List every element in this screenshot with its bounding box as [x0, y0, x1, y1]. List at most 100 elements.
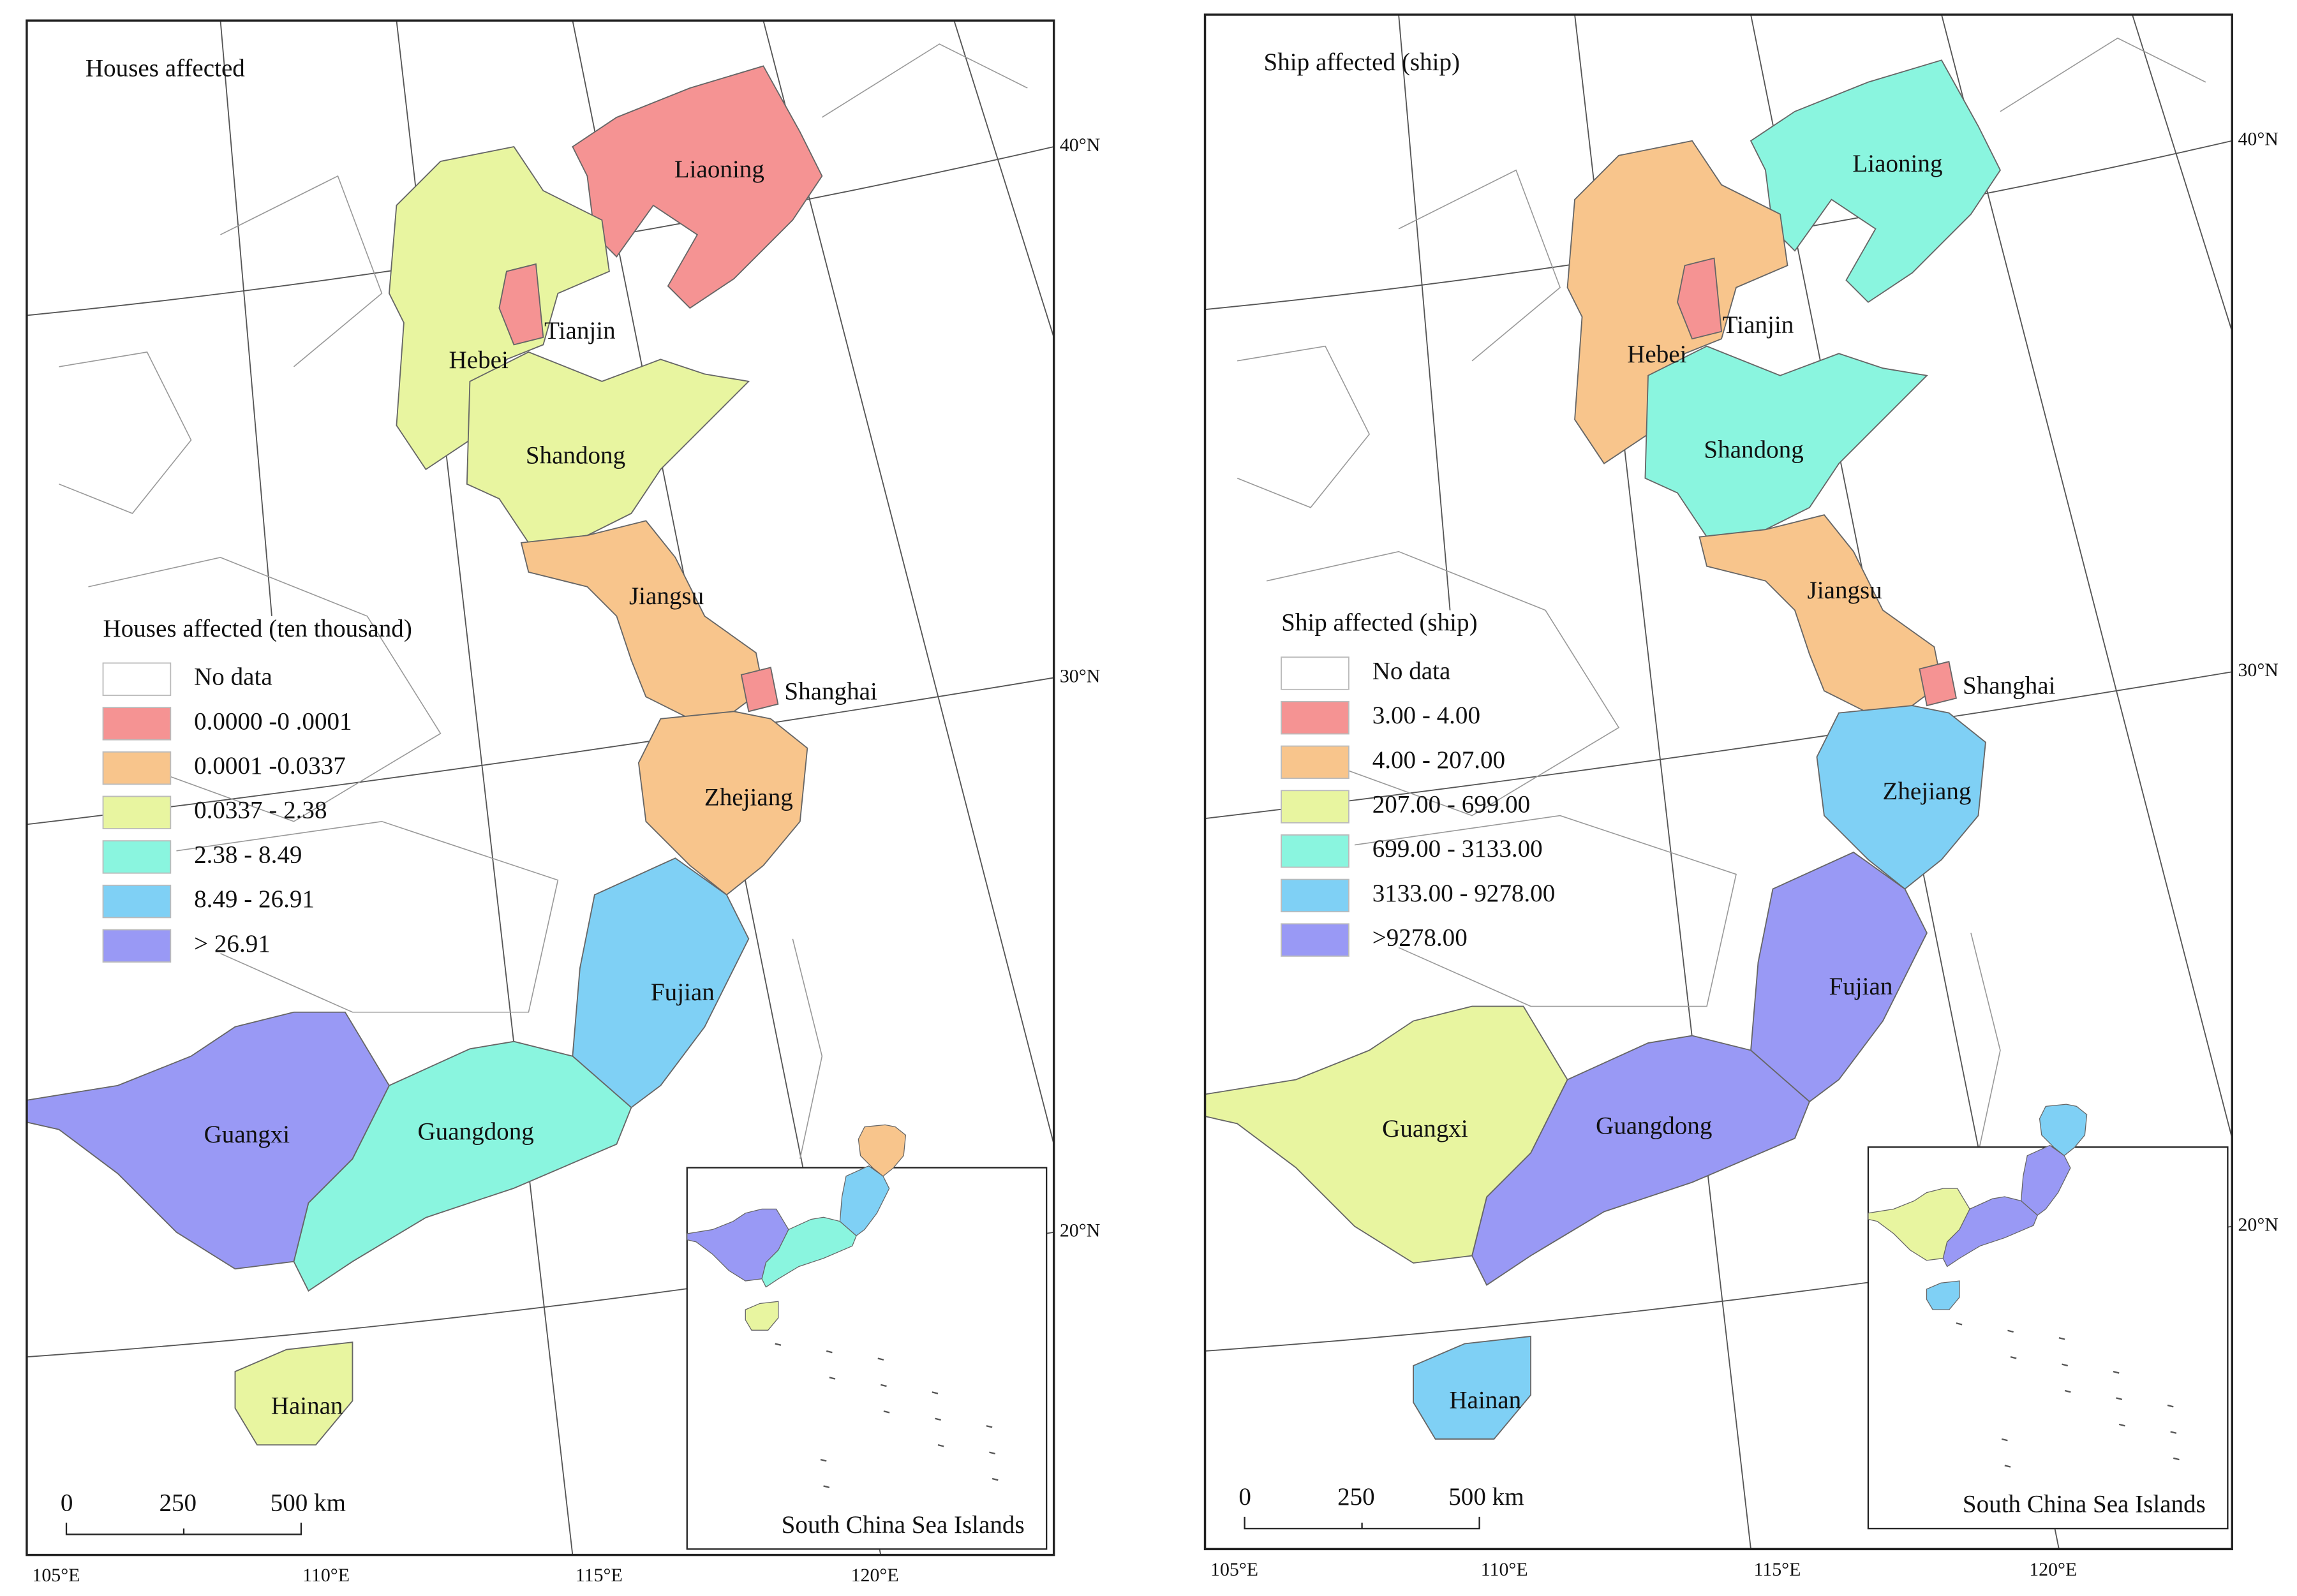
province-boundary: [1354, 815, 1737, 1007]
province: [1750, 852, 1928, 1103]
latitude-label: 40°N: [2238, 129, 2278, 150]
latitude-label: 20°N: [2238, 1214, 2278, 1235]
island-mark: [826, 1350, 833, 1354]
legend-swatch: [1281, 878, 1349, 913]
province-label: Shandong: [526, 441, 625, 469]
map-title: Houses affected: [85, 54, 245, 82]
legend-label: 0.0000 -0 .0001: [194, 707, 352, 735]
legend-swatch: [1281, 834, 1349, 868]
province-label: Jiangsu: [1808, 577, 1882, 604]
island-mark: [2007, 1329, 2014, 1333]
province-label: Guangxi: [204, 1121, 290, 1148]
meridian: [1941, 14, 2233, 1139]
province-boundary: [792, 938, 823, 1159]
island-mark: [2118, 1423, 2125, 1427]
island-mark: [823, 1485, 830, 1488]
province-label: Guangxi: [1382, 1115, 1468, 1142]
province-boundary: [1237, 345, 1371, 508]
province-label: Guangdong: [417, 1118, 533, 1146]
legend-swatch: [102, 884, 172, 919]
latitude-label: 30°N: [1060, 665, 1100, 686]
legend-swatch: [1281, 923, 1349, 957]
inset-province: [2039, 1104, 2088, 1156]
province: [1644, 345, 1928, 538]
province-boundary: [821, 43, 1028, 118]
scale-label: 500 km: [1448, 1483, 1524, 1511]
longitude-label: 115°E: [1753, 1559, 1801, 1580]
legend-label: 699.00 - 3133.00: [1372, 835, 1543, 862]
province-label: Shandong: [1704, 436, 1803, 463]
province: [1677, 257, 1723, 340]
province-label: Fujian: [651, 979, 715, 1006]
legend-label: > 26.91: [194, 930, 271, 957]
island-mark: [2010, 1356, 2017, 1359]
legend-label: No data: [1372, 658, 1451, 685]
legend-swatch: [102, 795, 172, 829]
inset-map: [687, 1124, 907, 1331]
province-label: Zhejiang: [704, 783, 793, 811]
island-mark: [2116, 1397, 2123, 1400]
scale-label: 0: [1238, 1483, 1251, 1511]
island-mark: [883, 1410, 890, 1414]
province: [637, 711, 808, 896]
province-label: Hebei: [1627, 341, 1686, 368]
island-mark: [877, 1357, 884, 1361]
longitude-label: 115°E: [576, 1565, 623, 1586]
province-boundary: [59, 351, 192, 514]
island-mark: [2113, 1371, 2120, 1374]
province: [1919, 661, 1958, 707]
scale-label: 0: [61, 1489, 73, 1516]
longitude-label: 110°E: [302, 1565, 350, 1586]
province: [572, 857, 750, 1109]
legend-swatch: [102, 662, 172, 696]
province-label: Tianjin: [544, 317, 616, 344]
latitude-label: 40°N: [1060, 135, 1100, 156]
meridian: [953, 20, 1055, 338]
province-label: Guangdong: [1596, 1112, 1712, 1139]
island-mark: [2064, 1389, 2071, 1393]
island-mark: [937, 1444, 944, 1447]
legend-swatch: [102, 840, 172, 874]
longitude-label: 120°E: [2029, 1559, 2077, 1580]
island-mark: [2004, 1465, 2011, 1468]
province-label: Hainan: [271, 1393, 343, 1420]
province: [520, 520, 764, 720]
legend-title: Ship affected (ship): [1281, 609, 1477, 637]
meridian: [2132, 14, 2233, 332]
island-mark: [2062, 1363, 2068, 1367]
legend-swatch: [102, 707, 172, 741]
latitude-label: 30°N: [2238, 660, 2278, 681]
island-mark: [992, 1477, 999, 1481]
legend-swatch: [1281, 745, 1349, 780]
legend-swatch: [1281, 656, 1349, 690]
province-boundary: [220, 175, 383, 367]
island-mark: [935, 1417, 941, 1421]
scale-label: 250: [159, 1489, 197, 1516]
inset-map: [1868, 1104, 2088, 1310]
legend-label: 0.0337 - 2.38: [194, 797, 327, 824]
province-boundary: [1970, 933, 2001, 1153]
meridian: [1398, 14, 1451, 610]
island-mark: [2167, 1404, 2174, 1408]
province: [234, 1341, 353, 1446]
province-boundary: [88, 557, 442, 822]
province: [466, 351, 750, 543]
legend-label: No data: [194, 663, 272, 691]
province-label: Hainan: [1449, 1386, 1521, 1414]
province-label: Shanghai: [1963, 672, 2056, 699]
legend-swatch: [1281, 790, 1349, 824]
province-boundary: [1266, 550, 1620, 816]
longitude-label: 110°E: [1481, 1559, 1528, 1580]
island-mark: [881, 1384, 887, 1387]
legend-label: 8.49 - 26.91: [194, 885, 315, 913]
island-mark: [829, 1377, 836, 1380]
inset-province: [1942, 1196, 2039, 1267]
map-frame: [26, 19, 1055, 1556]
legend-label: 3.00 - 4.00: [1372, 702, 1480, 729]
province: [740, 667, 779, 713]
island-mark: [2058, 1337, 2065, 1340]
island-mark: [2170, 1431, 2177, 1434]
map-frame: [1203, 13, 2234, 1551]
province-boundary: [1398, 169, 1561, 362]
